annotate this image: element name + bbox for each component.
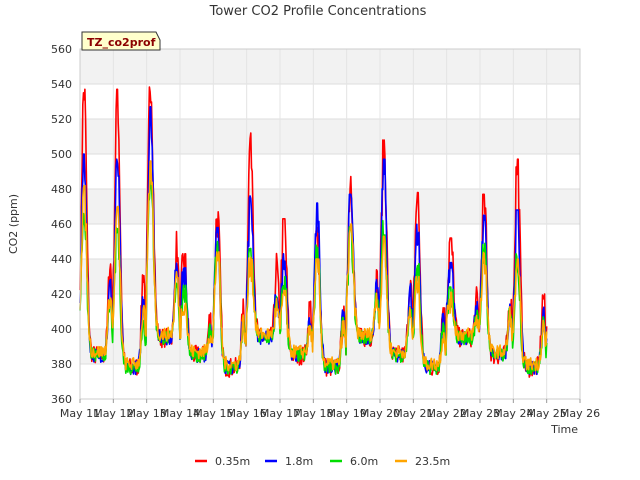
plot-band bbox=[80, 119, 580, 154]
x-tick-label: May 24 bbox=[493, 407, 533, 420]
y-tick-label: 500 bbox=[51, 148, 72, 161]
y-tick-label: 480 bbox=[51, 183, 72, 196]
legend-label: 0.35m bbox=[215, 455, 250, 468]
series-line-23.5m bbox=[79, 160, 548, 372]
x-tick-label: May 25 bbox=[527, 407, 567, 420]
plot-band bbox=[80, 154, 580, 189]
y-tick-label: 460 bbox=[51, 218, 72, 231]
legend-label: 1.8m bbox=[285, 455, 313, 468]
chart-title: Tower CO2 Profile Concentrations bbox=[209, 4, 427, 19]
x-axis-label: Time bbox=[550, 423, 578, 436]
x-tick-label: May 14 bbox=[160, 407, 200, 420]
x-tick-label: May 21 bbox=[393, 407, 433, 420]
plot-band bbox=[80, 259, 580, 294]
x-tick-label: May 20 bbox=[360, 407, 400, 420]
x-tick-label: May 11 bbox=[60, 407, 100, 420]
plot-band bbox=[80, 189, 580, 224]
x-tick-label: May 16 bbox=[227, 407, 267, 420]
x-tick-label: May 26 bbox=[560, 407, 600, 420]
plot-band bbox=[80, 294, 580, 329]
x-tick-label: May 12 bbox=[93, 407, 133, 420]
y-tick-label: 400 bbox=[51, 323, 72, 336]
site-tag-box bbox=[81, 31, 161, 51]
site-tag-text: TZ_co2prof bbox=[87, 36, 156, 49]
x-tick-label: May 22 bbox=[427, 407, 467, 420]
y-tick-label: 420 bbox=[51, 288, 72, 301]
legend-label: 6.0m bbox=[350, 455, 378, 468]
legend: 0.35m 1.8m 6.0m 23.5m bbox=[195, 455, 450, 468]
site-tag: TZ_co2prof bbox=[81, 31, 161, 51]
y-tick-label: 380 bbox=[51, 358, 72, 371]
y-axis-ticks: 360 380 400 420 440 460 480 500 520 540 560 bbox=[51, 43, 72, 406]
series-lines bbox=[79, 86, 548, 378]
x-tick-label: May 15 bbox=[193, 407, 233, 420]
plot-band bbox=[80, 224, 580, 259]
y-tick-label: 560 bbox=[51, 43, 72, 56]
plot-background bbox=[80, 49, 580, 399]
y-tick-label: 540 bbox=[51, 78, 72, 91]
x-tick-label: May 13 bbox=[127, 407, 167, 420]
plot-band bbox=[80, 49, 580, 84]
x-tick-label: May 17 bbox=[260, 407, 300, 420]
plot-frame bbox=[79, 48, 581, 400]
y-tick-label: 360 bbox=[51, 393, 72, 406]
x-tick-label: May 19 bbox=[327, 407, 367, 420]
x-tick-label: May 18 bbox=[293, 407, 333, 420]
plot-band bbox=[80, 84, 580, 119]
x-tick-label: May 23 bbox=[460, 407, 500, 420]
legend-label: 23.5m bbox=[415, 455, 450, 468]
y-tick-label: 520 bbox=[51, 113, 72, 126]
y-tick-label: 440 bbox=[51, 253, 72, 266]
y-axis-label: CO2 (ppm) bbox=[7, 194, 20, 254]
